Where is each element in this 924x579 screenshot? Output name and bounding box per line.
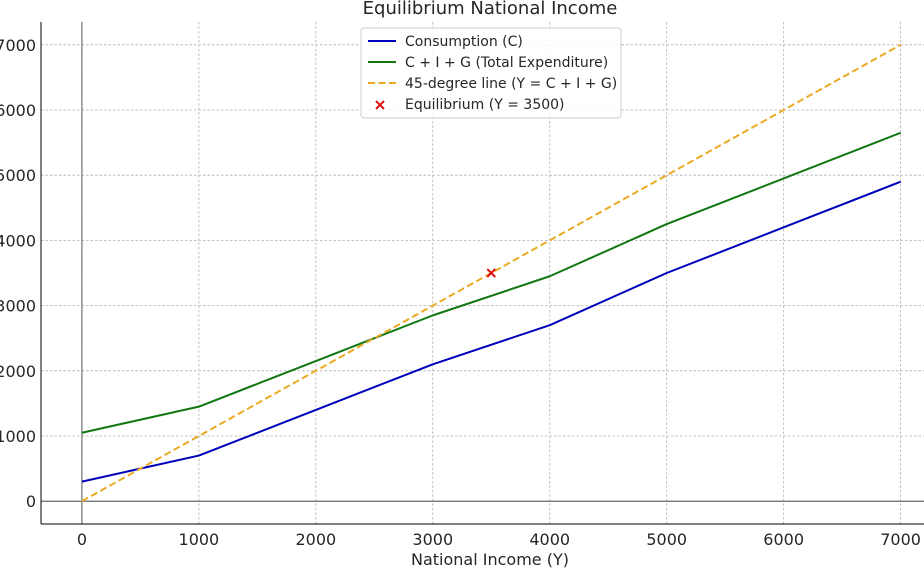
y-tick-label-5: 5000 [0, 166, 36, 185]
x-tick-label-5: 5000 [646, 530, 687, 549]
ticks-layer: 0 1000 2000 3000 4000 5000 6000 7000 0 1000 2000 30… [0, 36, 921, 549]
x-tick-label-1: 1000 [179, 530, 220, 549]
chart-title: Equilibrium National Income [363, 0, 618, 19]
x-tick-label-7: 7000 [880, 530, 921, 549]
x-axis-title: National Income (Y) [411, 550, 569, 569]
y-tick-label-1: 1000 [0, 427, 36, 446]
x-tick-label-0: 0 [77, 530, 87, 549]
y-tick-label-0: 0 [26, 492, 36, 511]
series-line-0 [81, 180, 901, 483]
y-tick-label-3: 3000 [0, 297, 36, 316]
series-line-1 [81, 131, 901, 434]
y-tick-label-2: 2000 [0, 362, 36, 381]
legend-label-0: Consumption (C) [405, 34, 523, 50]
legend-box [360, 27, 622, 119]
x-tick-label-6: 6000 [763, 530, 804, 549]
legend: Consumption (C) C + I + G (Total Expendit… [360, 27, 622, 119]
x-tick-label-4: 4000 [529, 530, 570, 549]
equilibrium-point-0 [486, 268, 496, 278]
points-layer [486, 268, 496, 278]
x-tick-label-2: 2000 [295, 530, 336, 549]
y-tick-label-6: 6000 [0, 101, 36, 120]
axes-layer [40, 22, 924, 525]
zero-lines [41, 22, 924, 524]
legend-point-label-0: Equilibrium (Y = 3500) [405, 97, 565, 113]
legend-label-2: 45-degree line (Y = C + I + G) [405, 76, 617, 92]
legend-point-swatch-0 [375, 100, 385, 110]
x-tick-label-3: 3000 [412, 530, 453, 549]
y-tick-label-7: 7000 [0, 36, 36, 55]
y-tick-label-4: 4000 [0, 231, 36, 250]
legend-label-1: C + I + G (Total Expenditure) [405, 55, 608, 71]
